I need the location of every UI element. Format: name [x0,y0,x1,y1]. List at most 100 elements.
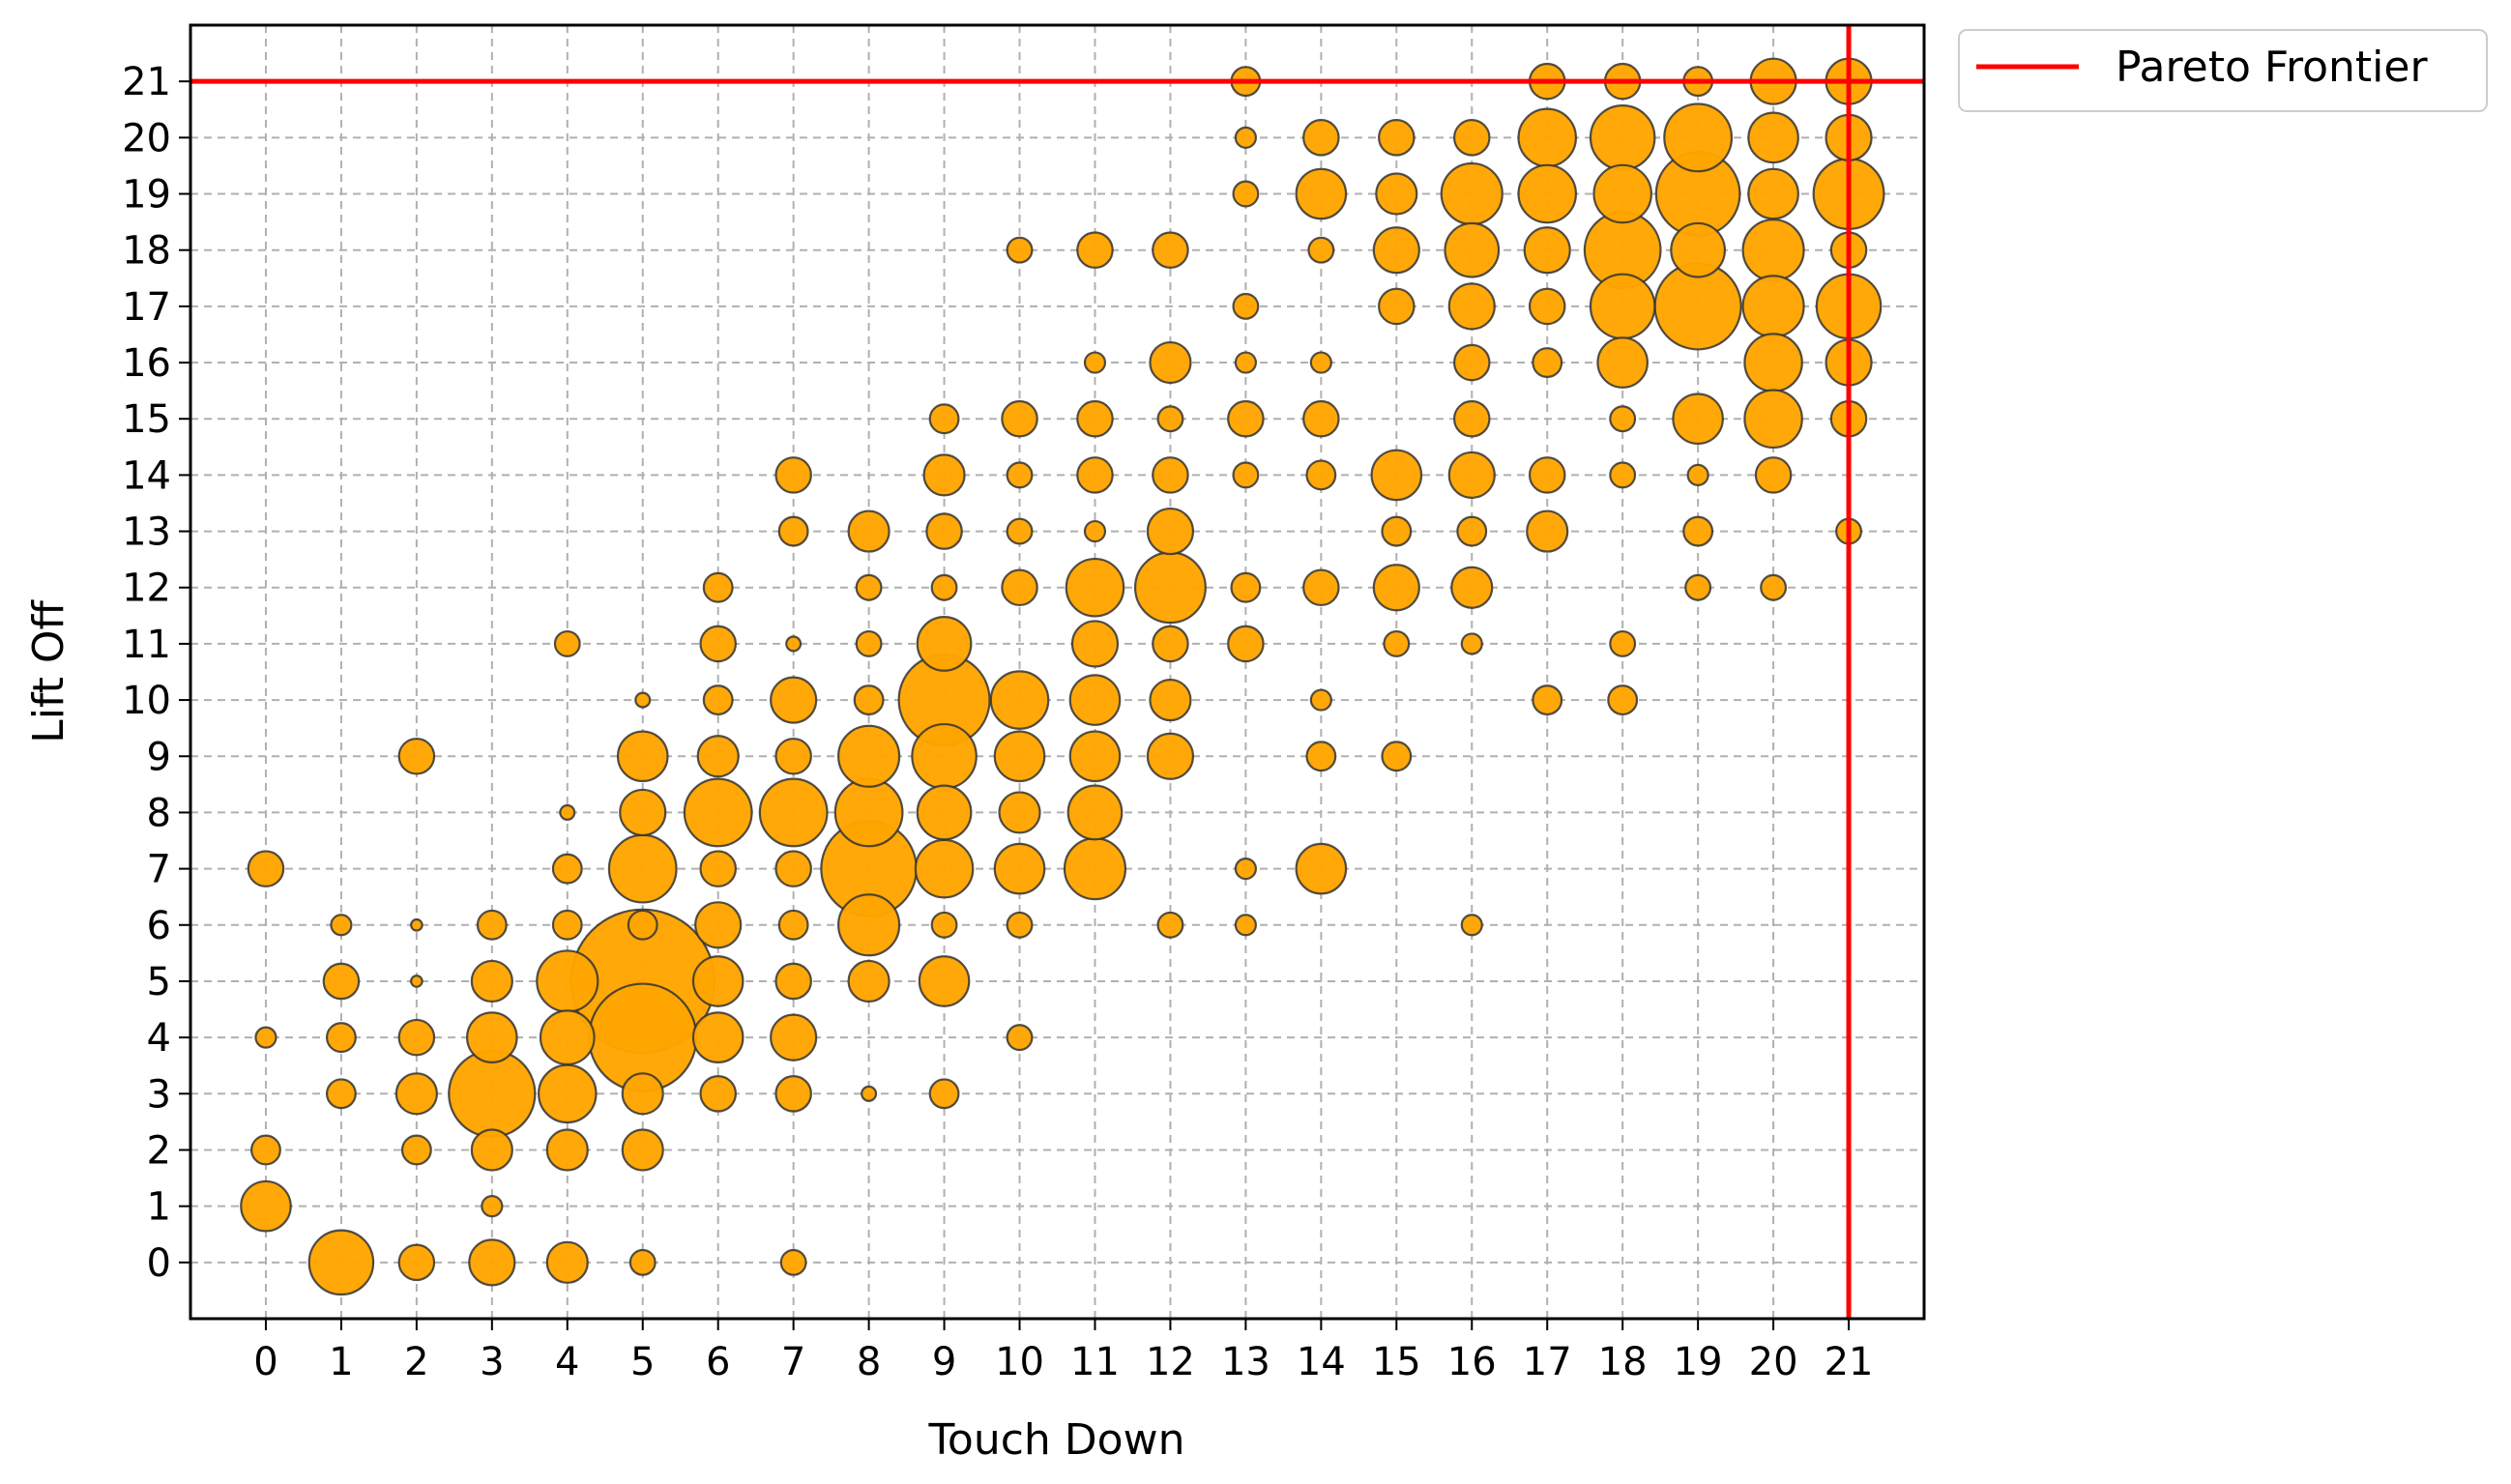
bubble-point [1372,226,1420,275]
bubble-point [833,777,904,848]
bubble-point [1609,405,1637,433]
bubble-point [400,1134,432,1166]
bubble-point [1444,221,1501,278]
bubble-point [914,838,975,899]
bubble-point [779,1248,807,1276]
bubble-point [476,909,508,941]
bubble-point [1146,732,1195,780]
bubble-point [1232,292,1260,320]
bubble-point [699,625,737,663]
x-tick-label: 18 [1598,1340,1648,1384]
bubble-point [1747,111,1799,164]
bubble-point [1596,336,1649,389]
bubble-point [1532,347,1563,378]
bubble-point [1234,351,1257,374]
bubble-point [774,850,812,887]
bubble-point [307,1229,375,1296]
x-tick-label: 9 [932,1340,956,1384]
bubble-point [702,684,734,716]
bubble-point [930,911,958,939]
bubble-point [1456,515,1488,547]
bubble-point [1232,461,1260,489]
legend-box [1958,29,2488,112]
bubble-point [1006,461,1034,489]
bubble-point [1378,287,1416,326]
bubble-point [1156,405,1184,433]
bubble-point [847,509,891,553]
bubble-point [1517,107,1578,168]
bubble-point [1452,343,1491,382]
x-tick-label: 12 [1146,1340,1195,1384]
bubble-point [466,1011,518,1063]
y-tick-label: 4 [147,1016,171,1061]
bubble-point [1302,119,1340,157]
plot-frame [189,23,1926,1321]
bubble-point [928,1078,960,1110]
bubble-point [1372,564,1420,612]
bubble-point [1452,399,1491,438]
bubble-point [621,1072,664,1116]
bubble-point [545,1128,589,1172]
bubble-point [627,909,658,941]
bubble-point [247,850,285,887]
bubble-point [847,959,891,1004]
bubble-point [1234,914,1257,937]
y-tick-label: 10 [122,679,171,723]
bubble-point [1006,236,1034,264]
bubble-point [1305,459,1337,491]
bubble-point [1589,104,1656,171]
bubble-point [1234,858,1257,881]
bubble-point [928,403,960,435]
y-tick-label: 1 [147,1185,171,1230]
bubble-point [989,670,1050,730]
y-axis-label: Lift Off [24,598,73,742]
bubble-point [1309,351,1332,374]
bubble-point [916,784,973,841]
bubble-point [1001,399,1038,438]
bubble-point [1149,678,1192,722]
bubble-point [1670,221,1727,278]
y-tick-label: 0 [147,1241,171,1286]
bubble-point [1447,451,1496,499]
y-tick-label: 17 [122,285,171,330]
y-tick-label: 8 [147,791,171,835]
bubble-point [551,909,583,941]
bubble-point [1305,741,1337,772]
bubble-point [1592,163,1652,224]
bubble-point [1234,126,1257,149]
bubble-point [855,573,883,601]
bubble-point [1517,163,1578,224]
bubble-point [1076,456,1114,494]
bubble-point [1146,507,1195,556]
bubble-point [694,901,743,949]
bubble-point [998,791,1041,834]
bubble-point [1378,119,1416,157]
bubble-point [1447,282,1496,331]
x-tick-label: 6 [706,1340,730,1384]
bubble-point [1383,629,1411,657]
x-tick-label: 21 [1825,1340,1874,1384]
bubbles [240,57,1885,1296]
bubble-point [758,777,829,848]
bubble-point [250,1134,281,1166]
bubble-point [1152,231,1189,269]
bubble-point [470,959,513,1004]
bubble-point [1523,226,1571,275]
bubble-point [1149,340,1192,385]
bubble-point [1609,629,1637,657]
x-tick-label: 10 [995,1340,1044,1384]
bubble-point [1741,275,1805,338]
bubble-point [774,962,812,1001]
bubble-point [1743,333,1803,393]
bubble-point [448,1049,537,1138]
bubble-point [777,515,809,547]
bubble-point [853,684,885,716]
bubble-point [1307,236,1335,264]
bubble-point [770,1013,818,1062]
bubble-point [699,1075,737,1113]
bubble-point [993,842,1046,895]
x-tick-label: 11 [1070,1340,1120,1384]
bubble-point [785,635,803,653]
y-tick-label: 16 [122,341,171,386]
